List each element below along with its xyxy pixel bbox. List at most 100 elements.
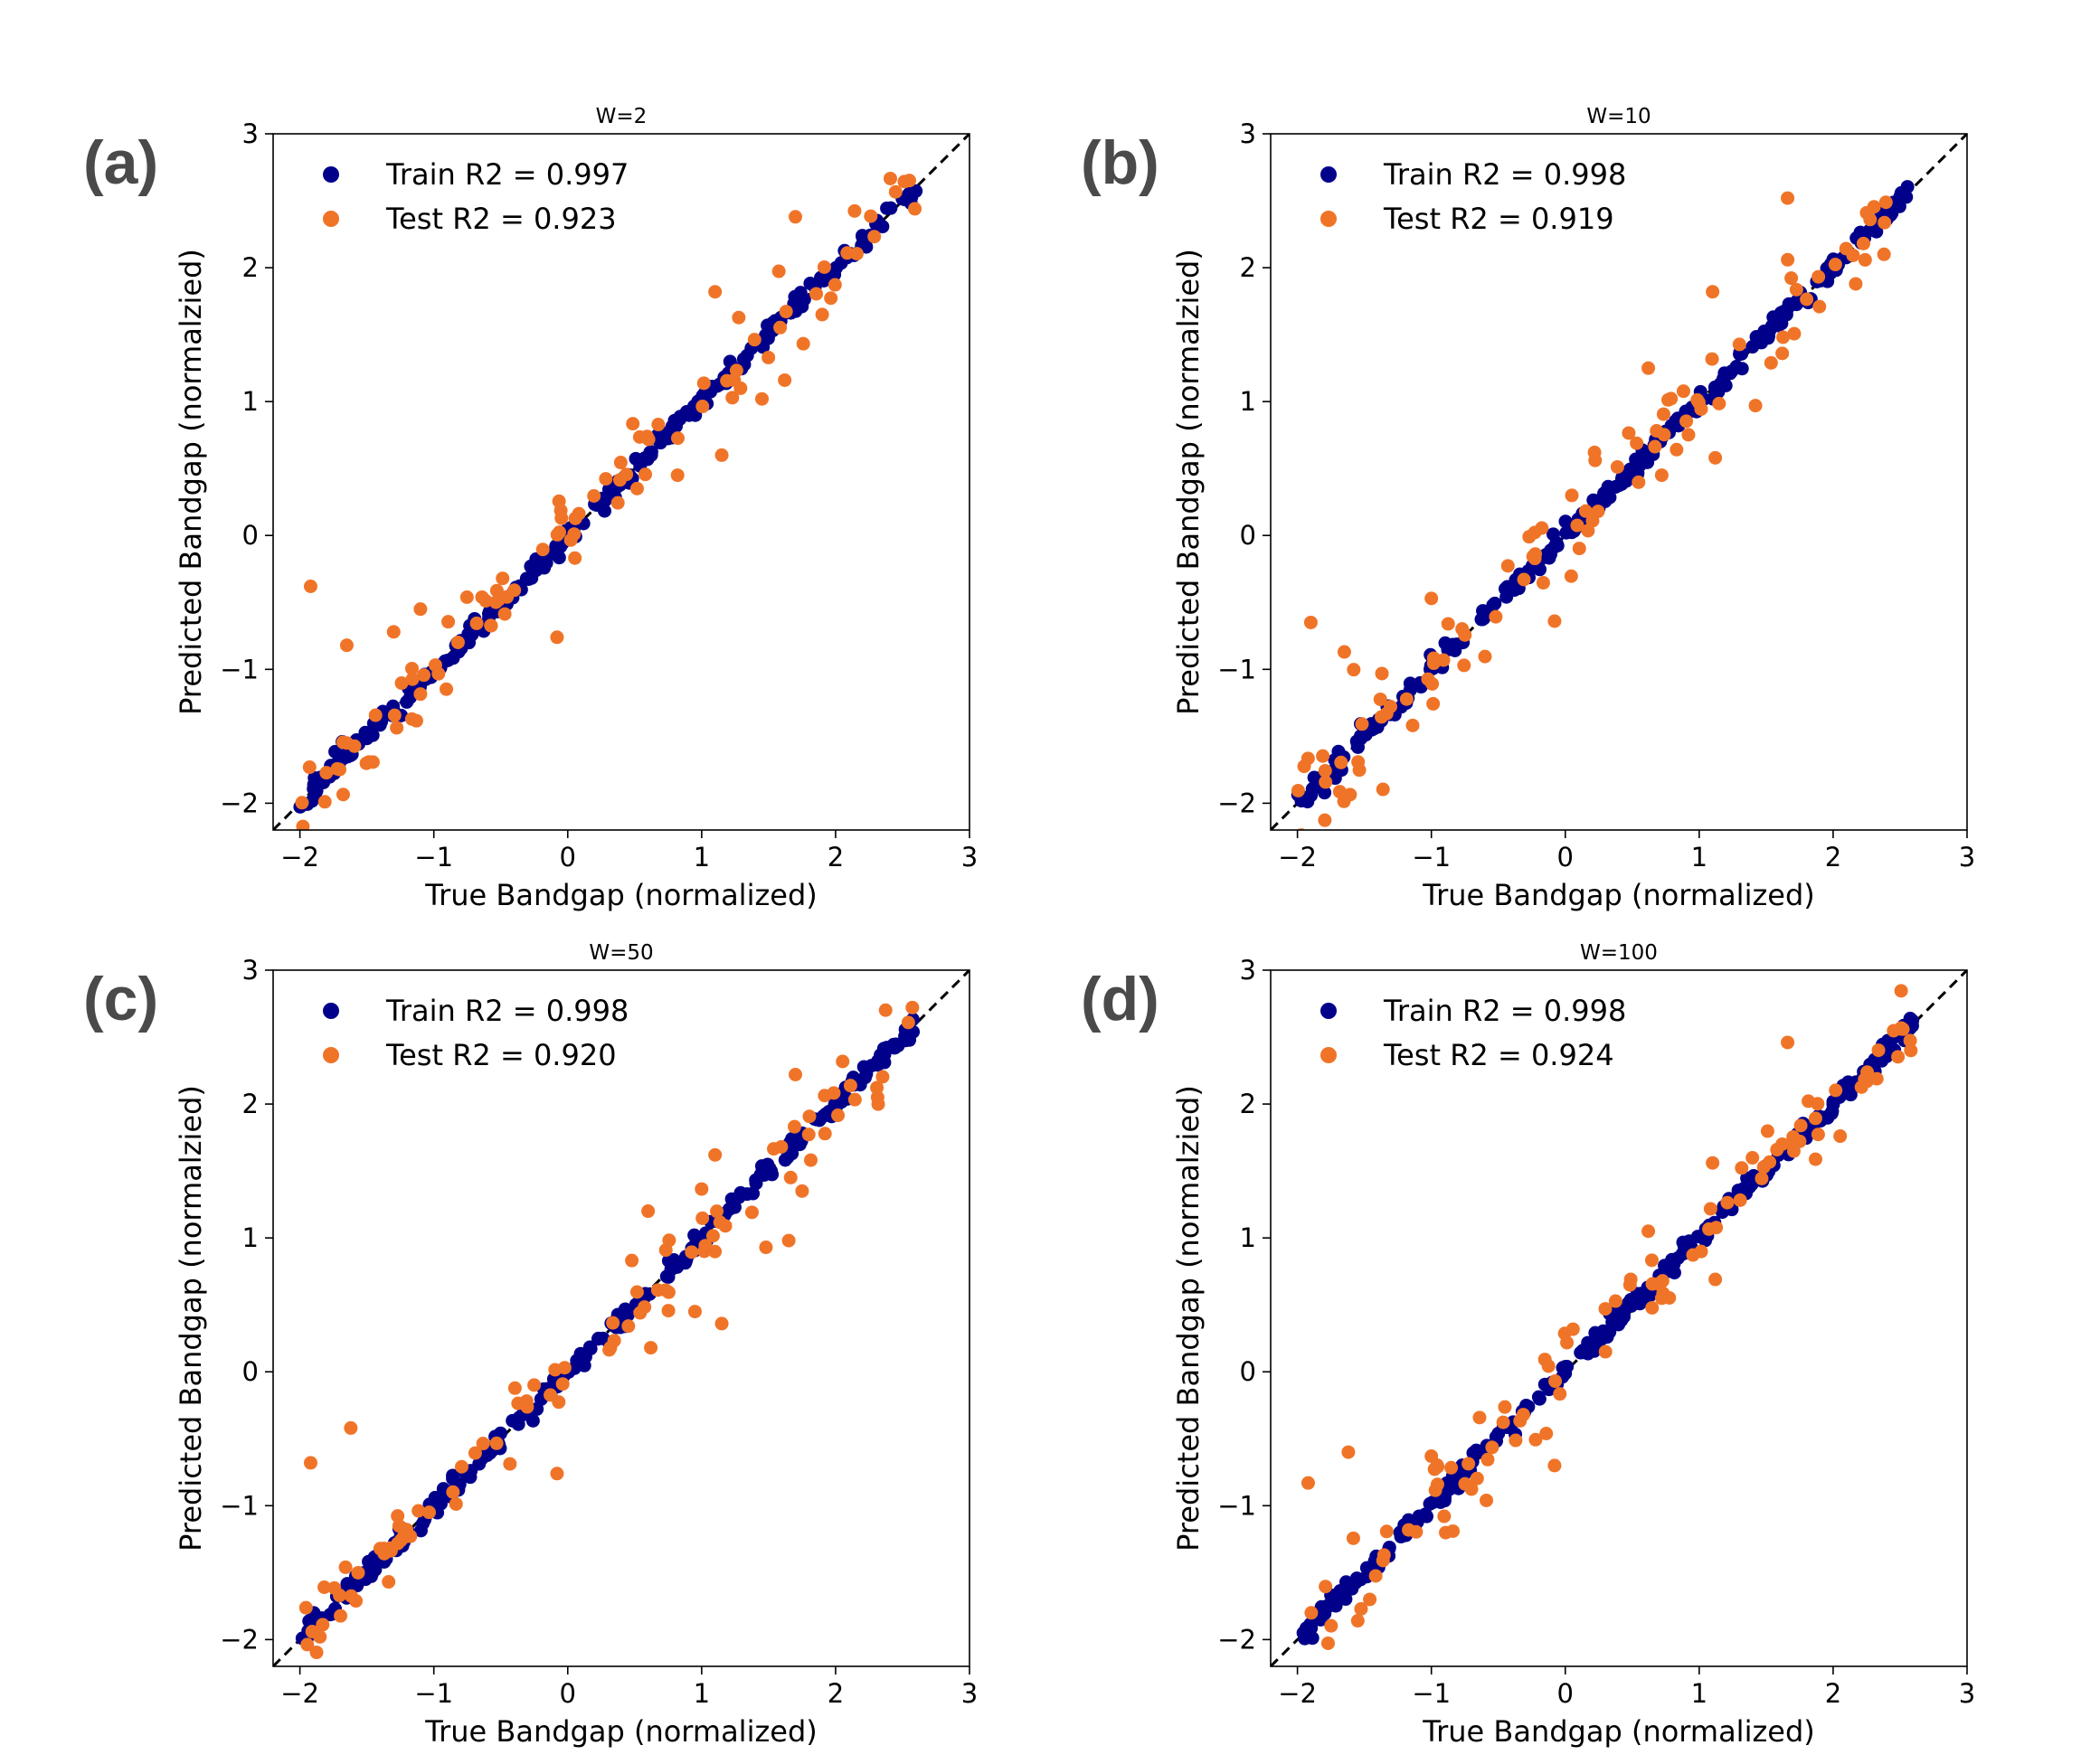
train-point [1899, 190, 1914, 204]
test-point [796, 336, 810, 351]
test-point [1498, 1400, 1512, 1414]
train-point [1601, 479, 1615, 494]
test-point [697, 1244, 712, 1259]
train-point [902, 1025, 916, 1040]
test-point [621, 1319, 636, 1334]
test-point [1464, 1482, 1479, 1496]
test-point [409, 713, 423, 728]
test-point [365, 755, 380, 769]
test-point [607, 1334, 621, 1348]
test-point [572, 506, 586, 521]
test-point [802, 1109, 817, 1124]
legend: Train R2 = 0.998 Test R2 = 0.924 [1320, 994, 1626, 1072]
train-point [1892, 199, 1906, 213]
train-point [697, 386, 712, 401]
test-point [1812, 299, 1827, 314]
y-tick-label: 2 [242, 1089, 259, 1119]
test-point [1461, 1457, 1476, 1471]
test-point [638, 1300, 652, 1315]
train-point [591, 1332, 606, 1346]
test-point [1539, 1427, 1554, 1441]
test-point [696, 376, 711, 391]
test-point [905, 1000, 920, 1014]
test-point [550, 1467, 564, 1481]
test-point [1343, 788, 1357, 802]
test-point [795, 1184, 809, 1198]
test-point [1705, 352, 1719, 366]
test-point [303, 580, 317, 593]
train-point [1603, 1325, 1617, 1339]
test-point [849, 247, 864, 261]
test-point [1764, 355, 1778, 370]
test-point [1547, 614, 1562, 628]
test-point [468, 1446, 482, 1460]
test-point [339, 638, 354, 653]
y-tick-label: 2 [1240, 1089, 1256, 1119]
test-point [1808, 1152, 1822, 1166]
test-point [338, 1560, 353, 1574]
x-tick-label: 1 [694, 842, 710, 873]
test-point [629, 1285, 644, 1299]
y-tick-label: 0 [1240, 520, 1256, 551]
test-point [1528, 525, 1542, 540]
y-tick-label: 3 [242, 118, 259, 149]
test-point [1869, 1071, 1884, 1086]
train-point [1533, 562, 1547, 577]
test-point [901, 1015, 915, 1030]
test-point [489, 1436, 504, 1450]
train-point [1603, 490, 1617, 505]
test-point [1565, 488, 1579, 503]
y-tick-label: 0 [1240, 1356, 1256, 1387]
test-point [440, 682, 454, 696]
test-point [309, 1646, 324, 1660]
test-point [1654, 1291, 1669, 1306]
test-point [897, 175, 912, 189]
train-point [877, 1047, 892, 1061]
test-point [1863, 212, 1878, 227]
train-point [724, 1192, 739, 1206]
test-point [351, 1565, 365, 1580]
test-point [783, 1170, 798, 1184]
x-tick-label: 0 [1557, 1678, 1574, 1709]
test-point [801, 1127, 816, 1142]
test-point [809, 287, 824, 301]
test-point [1800, 292, 1814, 307]
test-point [1598, 1302, 1613, 1316]
train-point [1615, 470, 1630, 485]
train-point [1826, 1097, 1840, 1111]
test-point [708, 1147, 723, 1162]
test-point [1578, 504, 1593, 518]
test-point [1301, 1476, 1315, 1490]
test-point [1648, 439, 1662, 454]
test-point [685, 1245, 699, 1259]
legend-label-test: Test R2 = 0.924 [1383, 1038, 1614, 1072]
train-point [1869, 224, 1884, 239]
test-point [606, 1316, 620, 1330]
test-point [1581, 524, 1595, 538]
test-point [507, 583, 522, 598]
test-point [705, 1229, 720, 1243]
test-point [626, 417, 640, 431]
x-tick-label: −2 [1278, 1678, 1317, 1709]
test-point [599, 472, 613, 486]
test-point [620, 467, 634, 482]
test-point [1811, 1127, 1825, 1142]
test-point [497, 607, 512, 621]
test-point [1811, 269, 1826, 284]
test-point [867, 230, 882, 244]
test-point [1706, 285, 1720, 299]
test-point [744, 1205, 759, 1220]
legend-label-train: Train R2 = 0.997 [385, 157, 629, 192]
y-tick-label: 1 [242, 386, 259, 417]
test-point [1877, 247, 1891, 261]
y-tick-label: −2 [220, 788, 259, 818]
test-point [773, 320, 788, 335]
test-point [1903, 1033, 1917, 1048]
test-point [613, 456, 628, 470]
test-point [788, 1119, 802, 1134]
test-point [333, 762, 347, 777]
y-axis-label: Predicted Bandgap (normalzied) [1171, 249, 1206, 715]
test-point [1384, 700, 1398, 714]
test-point [405, 661, 420, 675]
legend-marker-train [1320, 1003, 1337, 1019]
